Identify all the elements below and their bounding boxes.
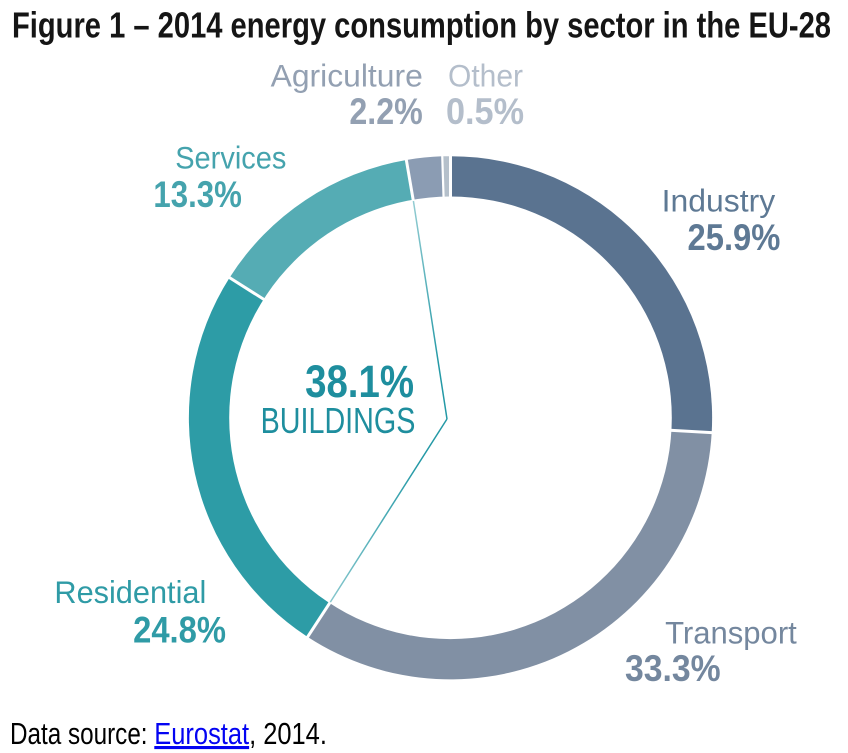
- svg-text:Other: Other: [448, 59, 523, 94]
- svg-text:0.5%: 0.5%: [446, 90, 524, 132]
- svg-text:33.3%: 33.3%: [625, 647, 721, 689]
- svg-text:24.8%: 24.8%: [133, 609, 226, 651]
- svg-text:Industry: Industry: [662, 184, 776, 219]
- svg-text:Eurostat: Eurostat: [154, 716, 249, 751]
- svg-text:Data source:: Data source:: [10, 716, 154, 751]
- svg-text:Residential: Residential: [54, 575, 206, 610]
- svg-text:Transport: Transport: [665, 616, 797, 651]
- svg-text:Services: Services: [175, 141, 286, 176]
- svg-text:38.1%: 38.1%: [305, 356, 414, 407]
- svg-text:BUILDINGS: BUILDINGS: [261, 400, 416, 441]
- svg-text:, 2014.: , 2014.: [249, 716, 327, 751]
- svg-text:13.3%: 13.3%: [153, 173, 242, 215]
- svg-text:25.9%: 25.9%: [688, 216, 781, 258]
- svg-text:2.2%: 2.2%: [349, 90, 422, 132]
- svg-text:Agriculture: Agriculture: [271, 59, 423, 94]
- svg-text:Figure 1 – 2014 energy consump: Figure 1 – 2014 energy consumption by se…: [12, 6, 831, 46]
